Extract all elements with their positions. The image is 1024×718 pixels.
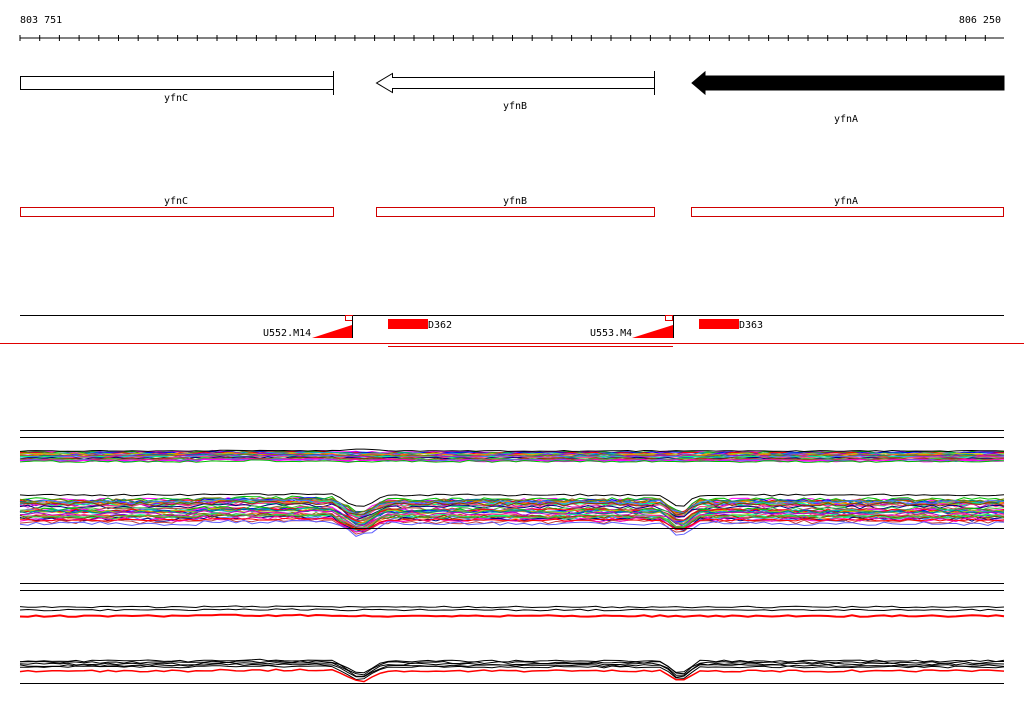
expression-line — [19, 512, 1005, 531]
terminator-U553.M4-box — [665, 315, 673, 321]
promoter-D363-mark[interactable] — [699, 319, 739, 329]
expression-line — [19, 605, 1005, 609]
annotation-label-yfnB: yfnB — [503, 196, 527, 207]
mono-expression-lines-upper — [19, 605, 1005, 618]
annotation-box-yfnC[interactable] — [20, 207, 334, 217]
expression-line — [19, 668, 1005, 683]
feature-label-D363: D363 — [739, 320, 763, 331]
annotation-box-yfnA[interactable] — [691, 207, 1004, 217]
expression-line — [20, 660, 1004, 676]
gene-arrow-yfnB[interactable] — [375, 72, 655, 94]
ruler-ticks — [19, 35, 986, 41]
expression-line — [19, 509, 1005, 527]
expression-lines-upper — [19, 448, 1005, 463]
feature-label-D362: D362 — [428, 320, 452, 331]
expression-line — [19, 492, 1005, 507]
terminator-U552.M14-mark[interactable] — [312, 325, 352, 338]
expression-line — [19, 608, 1005, 612]
gene-label-yfnB: yfnB — [503, 101, 527, 112]
expression-line — [19, 459, 1005, 463]
expression-line — [19, 515, 1005, 533]
expression-track-multicolor — [19, 430, 1005, 537]
gene-label-yfnA: yfnA — [834, 114, 858, 125]
feature-track: U552.M14 D362 U553.M4 D363 — [0, 315, 1024, 347]
annotation-label-yfnA: yfnA — [834, 196, 858, 207]
start-coordinate: 803 751 — [20, 15, 62, 26]
expression-line — [19, 500, 1005, 516]
expression-line — [19, 505, 1005, 523]
expression-line — [19, 613, 1005, 618]
expression-line — [19, 507, 1005, 526]
terminator-U553.M4-mark[interactable] — [632, 325, 673, 338]
gene-arrow-yfnC[interactable] — [20, 76, 334, 90]
terminator-U552.M14-box — [345, 315, 353, 321]
expression-lines-lower — [19, 492, 1005, 537]
annotation-box-yfnB[interactable] — [376, 207, 655, 217]
feature-label-U552.M14: U552.M14 — [263, 328, 311, 339]
annotation-track: yfnC yfnB yfnA — [20, 196, 1004, 217]
expression-line — [19, 664, 1005, 681]
gene-track: yfnC yfnB yfnA — [20, 70, 1005, 125]
gene-arrow-yfnA[interactable] — [691, 70, 1005, 96]
expression-line — [19, 517, 1005, 531]
expression-line — [19, 519, 1005, 537]
expression-line — [19, 448, 1005, 453]
expression-line — [19, 452, 1005, 457]
feature-label-U553.M4: U553.M4 — [590, 328, 632, 339]
promoter-D362-mark[interactable] — [388, 319, 428, 329]
coordinate-ruler — [19, 35, 1004, 41]
gene-label-yfnC: yfnC — [164, 93, 188, 104]
expression-line — [19, 663, 1005, 678]
end-coordinate: 806 250 — [959, 15, 1001, 26]
expression-line — [19, 661, 1005, 677]
mono-expression-lines-lower — [19, 658, 1005, 683]
expression-line — [19, 501, 1005, 520]
annotation-label-yfnC: yfnC — [164, 196, 188, 207]
expression-line — [19, 658, 1005, 674]
expression-track-mono — [19, 583, 1005, 684]
